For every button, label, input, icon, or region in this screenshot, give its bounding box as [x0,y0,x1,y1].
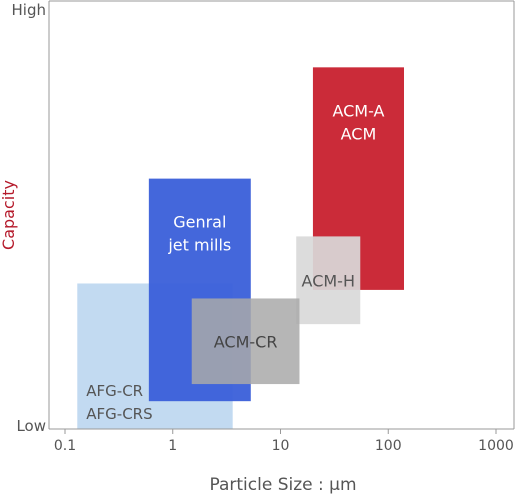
y-tick-label: Low [16,417,46,435]
x-tick-label: 1 [168,438,177,454]
range-box-label: AFG-CR [86,382,143,400]
range-box-rect [191,298,300,385]
range-boxes: AFG-CR AFG-CRS Genral jet mills ACM-A ACM ACM-… [77,67,404,429]
range-box-label: ACM-H [302,271,355,290]
axis-ticks: 0.1 1 10 100 1000 Low High [12,1,514,454]
range-box-label: jet mills [167,236,231,255]
x-tick-label: 10 [272,438,290,454]
x-tick-label: 100 [375,438,402,454]
range-box-label: ACM [341,124,377,143]
y-tick-label: High [12,1,46,19]
x-tick-label: 1000 [478,438,514,454]
range-box-rect [296,236,361,325]
x-tick-label: 0.1 [54,438,76,454]
y-axis-label: Capacity [0,180,18,250]
range-box-label: Genral [173,213,226,232]
range-box-4: ACM-CR [191,298,300,385]
x-axis-label: Particle Size : μm [209,475,356,495]
range-box-label: ACM-CR [214,332,278,351]
axes [48,0,515,430]
range-box-3: ACM-H [296,236,361,325]
range-box-label: ACM-A [332,101,384,120]
range-box-label: AFG-CRS [86,405,152,423]
